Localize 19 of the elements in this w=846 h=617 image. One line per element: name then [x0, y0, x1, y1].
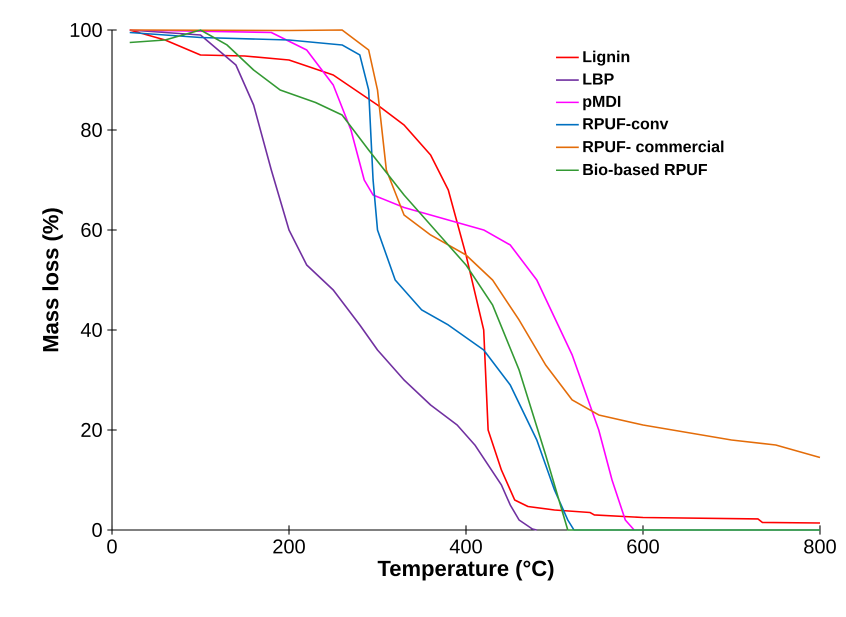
- x-tick-label: 200: [273, 539, 305, 554]
- x-axis-title: Temperature (°C): [378, 560, 554, 581]
- y-axis-title: Mass loss (%): [42, 208, 63, 352]
- y-tick-label: 0: [92, 522, 102, 538]
- legend-label: Bio-based RPUF: [583, 163, 707, 176]
- y-tick-label: 80: [81, 122, 102, 138]
- legend-label: RPUF-conv: [583, 118, 668, 130]
- legend-label: RPUF- commercial: [583, 140, 724, 152]
- x-tick-label: 600: [627, 539, 659, 554]
- y-tick-label: 100: [70, 22, 102, 38]
- legend-label: LBP: [583, 74, 614, 85]
- x-tick-label: 400: [450, 539, 482, 554]
- y-tick-label: 60: [81, 222, 102, 238]
- y-tick-label: 40: [80, 322, 102, 338]
- legend-label: Lignin: [583, 50, 630, 66]
- y-tick-label: 20: [81, 422, 102, 438]
- x-tick-label: 0: [107, 539, 117, 554]
- legend-label: pMDI: [583, 96, 620, 110]
- x-tick-label: 800: [804, 539, 836, 554]
